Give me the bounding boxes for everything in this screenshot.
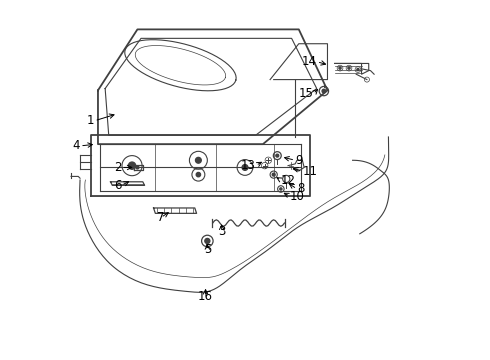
Circle shape [136, 166, 139, 169]
Text: 6: 6 [114, 179, 122, 192]
Circle shape [276, 154, 279, 157]
Text: 14: 14 [302, 55, 317, 68]
Circle shape [196, 172, 200, 177]
Text: 12: 12 [281, 174, 296, 186]
Circle shape [242, 165, 248, 170]
Circle shape [348, 67, 350, 69]
Text: 11: 11 [302, 165, 318, 177]
Circle shape [322, 89, 326, 93]
Text: 7: 7 [157, 211, 165, 224]
Text: 15: 15 [298, 87, 313, 100]
Circle shape [280, 188, 282, 190]
Circle shape [272, 173, 275, 176]
Text: 4: 4 [73, 139, 80, 152]
Circle shape [205, 238, 210, 243]
Circle shape [357, 68, 359, 71]
Text: 5: 5 [204, 243, 211, 256]
Text: 10: 10 [290, 190, 305, 203]
Text: 3: 3 [218, 225, 225, 238]
Circle shape [339, 67, 341, 69]
Text: 8: 8 [297, 183, 304, 195]
Circle shape [196, 157, 201, 163]
Circle shape [128, 162, 136, 169]
Text: 16: 16 [198, 290, 213, 303]
Text: 1: 1 [87, 114, 95, 127]
Text: 9: 9 [295, 154, 303, 167]
Text: 2: 2 [114, 161, 122, 174]
Text: 13: 13 [241, 159, 256, 172]
